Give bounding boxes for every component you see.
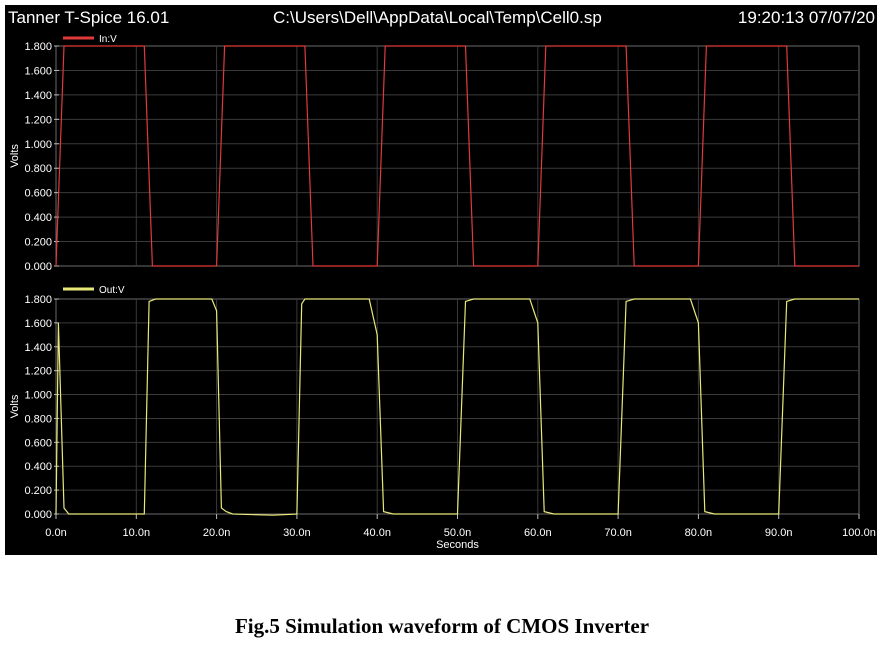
series-line-in-v (55, 45, 859, 267)
x-tick-label: 70.0n (604, 527, 632, 539)
x-tick-label: 0.0n (45, 527, 66, 539)
y-axis-label: Volts (9, 394, 21, 418)
y-tick-label: 1.000 (24, 390, 52, 402)
y-tick-label: 1.600 (24, 318, 52, 330)
y-tick-label: 0.000 (24, 261, 52, 273)
y-tick-label: 1.200 (24, 366, 52, 378)
series-line-out-v (55, 298, 859, 516)
y-tick-label: 1.800 (24, 294, 52, 306)
y-tick-label: 1.000 (24, 139, 52, 151)
x-tick-label: 10.0n (123, 527, 151, 539)
figure-caption: Fig.5 Simulation waveform of CMOS Invert… (234, 614, 650, 638)
y-tick-label: 0.800 (24, 163, 52, 175)
x-tick-label: 50.0n (444, 527, 472, 539)
y-tick-label: 1.400 (24, 342, 52, 354)
y-tick-label: 1.400 (24, 90, 52, 102)
x-tick-label: 90.0n (765, 527, 793, 539)
y-tick-label: 0.400 (24, 461, 52, 473)
x-tick-label: 40.0n (363, 527, 391, 539)
x-tick-label: 20.0n (203, 527, 231, 539)
y-tick-label: 0.200 (24, 485, 52, 497)
x-axis-label: Seconds (436, 539, 479, 551)
y-axis-label: Volts (9, 144, 21, 168)
waveform-plots: 0.000 0.200 0.400 0.600 0.800 1.000 1.200 1.400… (9, 34, 876, 551)
x-tick-label: 80.0n (685, 527, 713, 539)
y-tick-label: 0.400 (24, 212, 52, 224)
legend-label: Out:V (99, 285, 125, 296)
y-tick-label: 0.200 (24, 237, 52, 249)
y-tick-label: 1.600 (24, 65, 52, 77)
timestamp: 19:20:13 07/07/20 (737, 8, 875, 27)
y-tick-label: 1.800 (24, 41, 52, 53)
x-tick-label: 60.0n (524, 527, 552, 539)
y-tick-label: 0.000 (24, 509, 52, 521)
y-tick-label: 0.600 (24, 188, 52, 200)
x-tick-label: 100.0n (842, 527, 876, 539)
y-tick-label: 0.800 (24, 413, 52, 425)
y-tick-label: 1.200 (24, 114, 52, 126)
file-path: C:\Users\Dell\AppData\Local\Temp\Cell0.s… (273, 8, 602, 27)
waveform-viewer: Tanner T-Spice 16.01 C:\Users\Dell\AppDa… (5, 5, 877, 555)
y-tick-label: 0.600 (24, 437, 52, 449)
legend-label: In:V (99, 34, 117, 45)
app-title: Tanner T-Spice 16.01 (8, 8, 170, 27)
title-bar: Tanner T-Spice 16.01 C:\Users\Dell\AppDa… (5, 5, 877, 31)
x-tick-label: 30.0n (283, 527, 311, 539)
